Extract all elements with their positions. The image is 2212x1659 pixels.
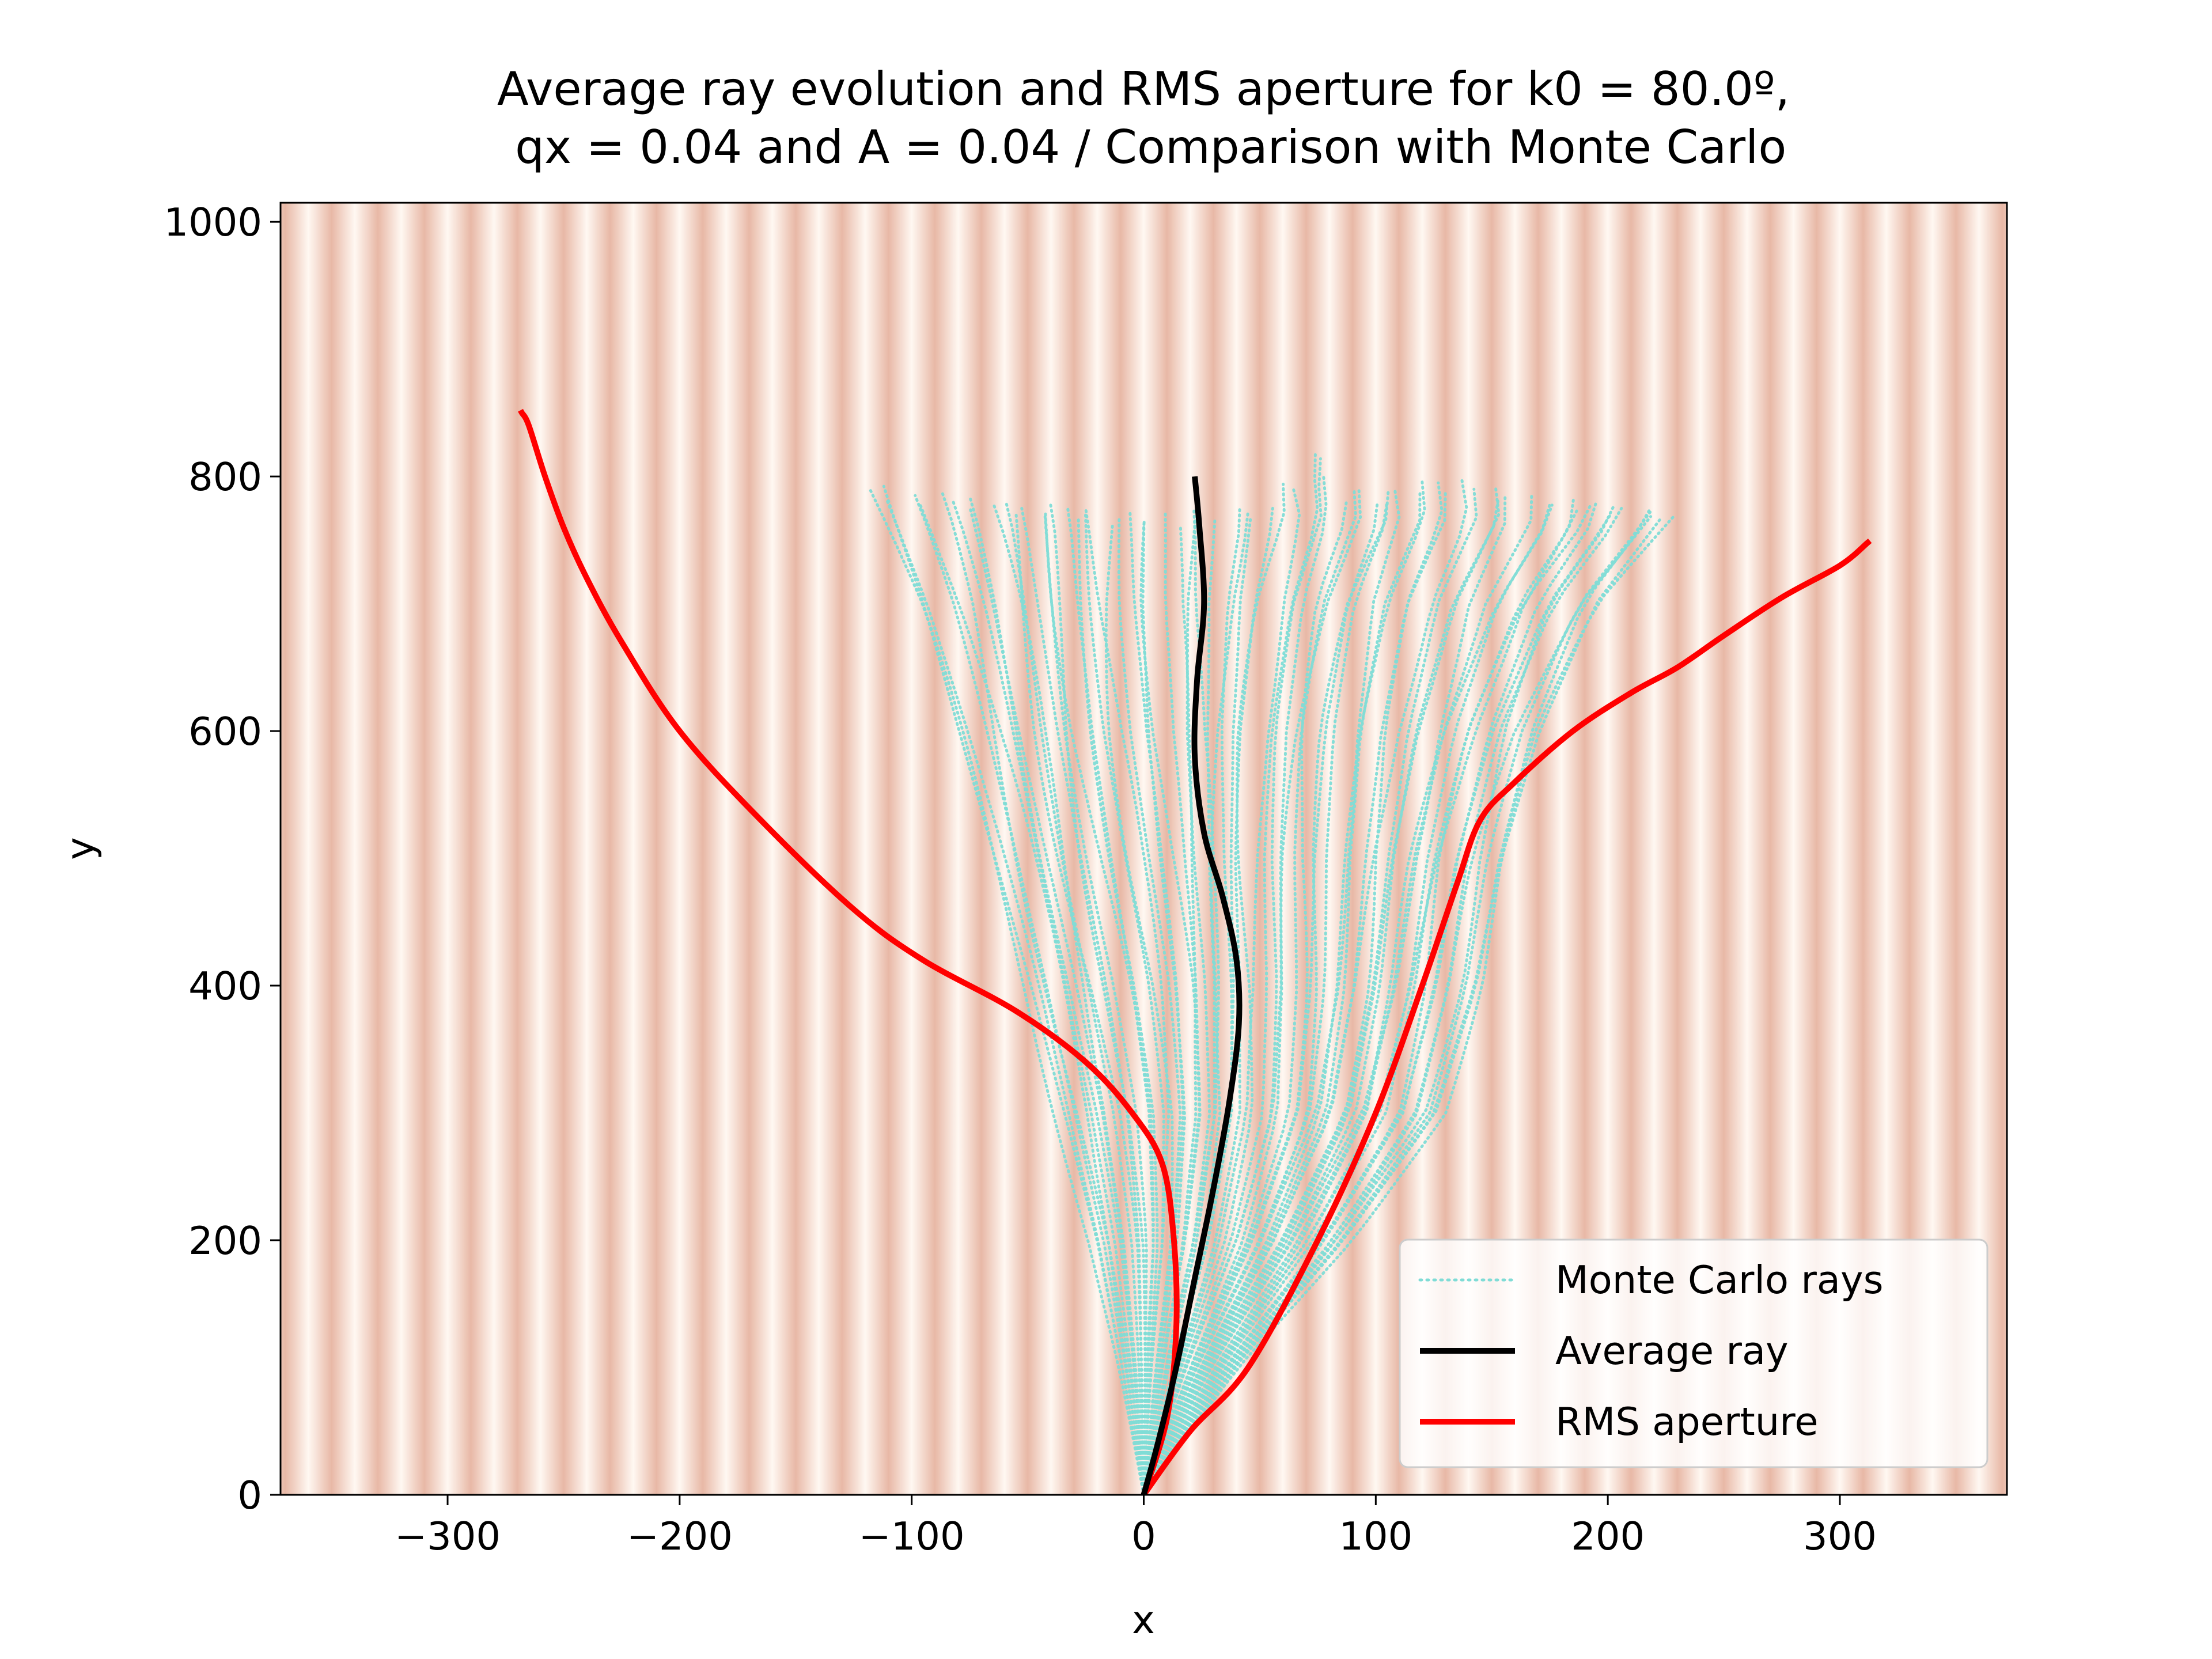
- monte-carlo-ray: [1142, 491, 1422, 1495]
- monte-carlo-ray: [1142, 500, 1379, 1495]
- monte-carlo-ray: [992, 503, 1145, 1495]
- y-tick-label: 400: [188, 964, 262, 1009]
- x-axis-ticks: −300 −200 −100 0 100 200 300: [395, 1495, 1877, 1559]
- x-tick-label: −100: [859, 1514, 965, 1559]
- y-tick-label: 0: [237, 1473, 262, 1518]
- average-ray-series: [1141, 476, 1243, 1495]
- x-tick-label: 200: [1571, 1514, 1645, 1559]
- monte-carlo-ray: [1020, 506, 1145, 1495]
- monte-carlo-ray: [1142, 511, 1613, 1495]
- x-tick-label: 0: [1131, 1514, 1156, 1559]
- monte-carlo-ray: [1142, 484, 1501, 1495]
- monte-carlo-ray: [1004, 499, 1145, 1495]
- monte-carlo-ray: [1142, 457, 1323, 1495]
- monte-carlo-ray: [968, 496, 1145, 1495]
- y-tick-label: 1000: [164, 200, 262, 245]
- monte-carlo-ray: [885, 497, 1145, 1495]
- monte-carlo-ray: [952, 500, 1145, 1495]
- y-tick-label: 200: [188, 1218, 262, 1263]
- monte-carlo-ray: [1077, 518, 1159, 1495]
- legend-box: [1399, 1238, 1988, 1468]
- monte-carlo-ray: [1128, 511, 1185, 1495]
- monte-carlo-ray: [1142, 499, 1599, 1495]
- monte-carlo-ray: [1142, 487, 1478, 1495]
- y-tick-label: 600: [188, 709, 262, 754]
- x-axis-label: x: [1132, 1597, 1155, 1642]
- monte-carlo-ray: [919, 503, 1145, 1495]
- monte-carlo-ray: [1142, 512, 1201, 1495]
- monte-carlo-ray: [1049, 503, 1147, 1495]
- monte-carlo-ray: [1142, 500, 1389, 1495]
- monte-carlo-ray: [1142, 494, 1507, 1495]
- chart-title-line-2: qx = 0.04 and A = 0.04 / Comparison with…: [501, 120, 1787, 174]
- monte-carlo-ray: [1142, 497, 1500, 1495]
- monte-carlo-ray: [1142, 508, 1579, 1495]
- legend-label-rms-aperture: RMS aperture: [1555, 1399, 1819, 1444]
- monte-carlo-ray: [1142, 475, 1328, 1495]
- rms-aperture-right-line: [1140, 538, 1872, 1495]
- y-axis-ticks: 0 200 400 600 800 1000: [164, 200, 281, 1518]
- monte-carlo-ray: [1142, 482, 1286, 1495]
- x-tick-label: 300: [1803, 1514, 1877, 1559]
- x-tick-label: 100: [1339, 1514, 1412, 1559]
- x-tick-label: −300: [395, 1514, 501, 1559]
- rms-aperture-left-line: [518, 408, 1180, 1495]
- monte-carlo-ray: [868, 487, 1145, 1495]
- monte-carlo-ray: [1084, 509, 1171, 1495]
- monte-carlo-ray: [1142, 487, 1357, 1495]
- chart-title: Average ray evolution and RMS aperture f…: [497, 62, 1790, 174]
- monte-carlo-ray: [1142, 503, 1554, 1495]
- legend-label-monte-carlo-rays: Monte Carlo rays: [1555, 1257, 1884, 1302]
- monte-carlo-ray: [1142, 449, 1319, 1495]
- monte-carlo-ray: [882, 484, 1145, 1495]
- average-ray-line: [1141, 476, 1243, 1495]
- monte-carlo-ray: [1142, 487, 1362, 1495]
- y-axis-label: y: [58, 837, 103, 860]
- monte-carlo-ray: [1014, 511, 1145, 1495]
- monte-carlo-ray: [1142, 487, 1401, 1495]
- monte-carlo-ray: [941, 491, 1145, 1495]
- monte-carlo-ray: [1084, 513, 1165, 1495]
- rms-aperture-series: [518, 408, 1872, 1495]
- monte-carlo-ray: [1142, 478, 1468, 1495]
- monte-carlo-ray: [1142, 496, 1575, 1495]
- monte-carlo-ray: [1142, 491, 1447, 1495]
- legend: Monte Carlo rays Average ray RMS apertur…: [1399, 1238, 1988, 1468]
- monte-carlo-ray: [1142, 503, 1616, 1495]
- monte-carlo-ray: [1142, 484, 1301, 1495]
- monte-carlo-ray: [1142, 506, 1653, 1495]
- monte-carlo-ray: [1066, 506, 1155, 1495]
- y-tick-label: 800: [188, 454, 262, 499]
- monte-carlo-rays-series: [868, 449, 1677, 1495]
- x-tick-label: −200: [627, 1514, 733, 1559]
- monte-carlo-ray: [914, 494, 1145, 1495]
- monte-carlo-ray: [1117, 516, 1182, 1495]
- chart-title-line-1: Average ray evolution and RMS aperture f…: [497, 62, 1790, 116]
- monte-carlo-ray: [1142, 491, 1533, 1495]
- legend-label-average-ray: Average ray: [1555, 1328, 1789, 1373]
- monte-carlo-ray: [1142, 480, 1426, 1495]
- monte-carlo-ray: [1142, 515, 1653, 1495]
- monte-carlo-ray: [1142, 506, 1274, 1495]
